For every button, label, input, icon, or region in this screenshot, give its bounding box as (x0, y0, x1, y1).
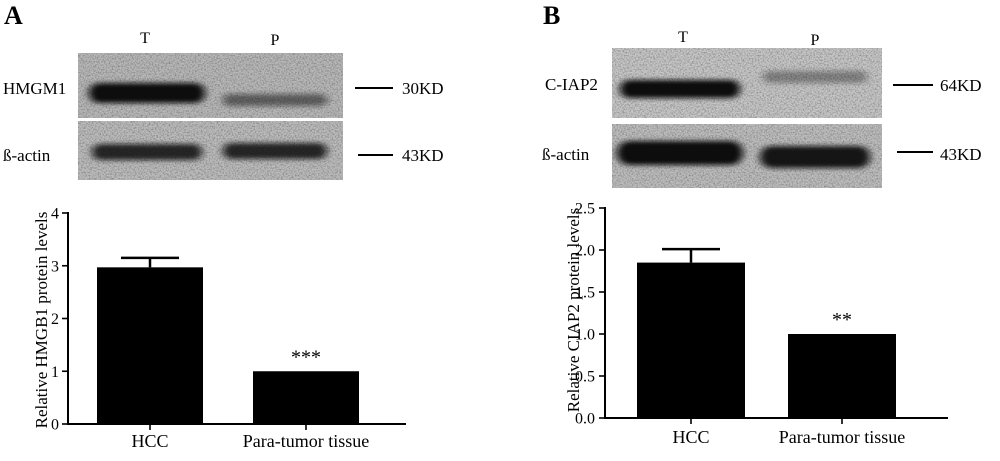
x-tick-label: Para-tumor tissue (243, 431, 369, 451)
y-tick-label: 0 (51, 417, 59, 434)
significance-marker: *** (291, 346, 321, 368)
panel-a: A T P HMGM1 30KD ß-actin 43KD Relative H… (3, 1, 444, 451)
lane-label-paratumor: P (811, 32, 820, 49)
western-blot: T P HMGM1 30KD ß-actin 43KD (3, 30, 444, 180)
y-tick-label: 1.0 (575, 327, 595, 344)
bar-hcc (637, 262, 745, 418)
bar-hcc (97, 267, 203, 424)
blot-strips (78, 53, 343, 180)
protein-band (223, 94, 327, 106)
molecular-weight-label: 43KD (402, 146, 444, 165)
y-tick-label: 0.5 (575, 369, 595, 386)
protein-band (617, 141, 743, 165)
protein-band (89, 83, 205, 103)
lane-label-paratumor: P (271, 32, 280, 49)
blot-strip-actin (78, 121, 343, 180)
x-tick-label: HCC (672, 427, 709, 447)
blot-strips (612, 48, 882, 188)
protein-label: HMGM1 (3, 79, 66, 98)
y-tick-label: 4 (51, 206, 59, 223)
molecular-weight-label: 64KD (940, 76, 982, 95)
protein-band (763, 71, 867, 83)
lane-label-tumor: T (678, 29, 688, 46)
y-tick-label: 0.0 (575, 411, 595, 428)
blot-strip-actin (612, 124, 882, 188)
protein-band (223, 143, 327, 159)
loading-control-label: ß-actin (3, 146, 51, 165)
molecular-weight-label: 30KD (402, 79, 444, 98)
y-tick-label: 1 (51, 364, 59, 381)
bar-para-tumor-tissue (788, 334, 896, 418)
x-tick-label: HCC (131, 431, 168, 451)
protein-band (620, 80, 740, 98)
protein-band (92, 144, 202, 160)
panel-b: B T P C-IAP2 64KD ß-actin 43KD Relative … (542, 1, 982, 447)
panel-label: B (543, 1, 560, 30)
y-axis-label: Relative HMGB1 protein levels (32, 212, 51, 429)
panel-label: A (4, 1, 23, 30)
western-blot: T P C-IAP2 64KD ß-actin 43KD (542, 29, 982, 188)
significance-marker: ** (832, 309, 852, 331)
y-tick-label: 2 (51, 311, 59, 328)
protein-label: C-IAP2 (545, 75, 598, 94)
y-tick-label: 3 (51, 258, 59, 275)
blot-strip-hmgm1 (78, 53, 343, 118)
bar-para-tumor-tissue (253, 371, 359, 424)
protein-band (760, 146, 870, 168)
blot-strip-c-iap2 (612, 48, 882, 118)
lane-label-tumor: T (140, 30, 150, 47)
x-tick-label: Para-tumor tissue (779, 427, 905, 447)
y-tick-label: 2.5 (575, 201, 595, 218)
molecular-weight-label: 43KD (940, 145, 982, 164)
y-tick-label: 1.5 (575, 285, 595, 302)
loading-control-label: ß-actin (542, 145, 590, 164)
y-axis-label: Relative CIAP2 protein levels (564, 208, 583, 412)
y-tick-label: 2.0 (575, 243, 595, 260)
bar-chart: Relative CIAP2 protein levels HCC ** Para-… (564, 201, 948, 447)
bar-chart: Relative HMGB1 protein levels HCC *** Para… (32, 206, 406, 451)
